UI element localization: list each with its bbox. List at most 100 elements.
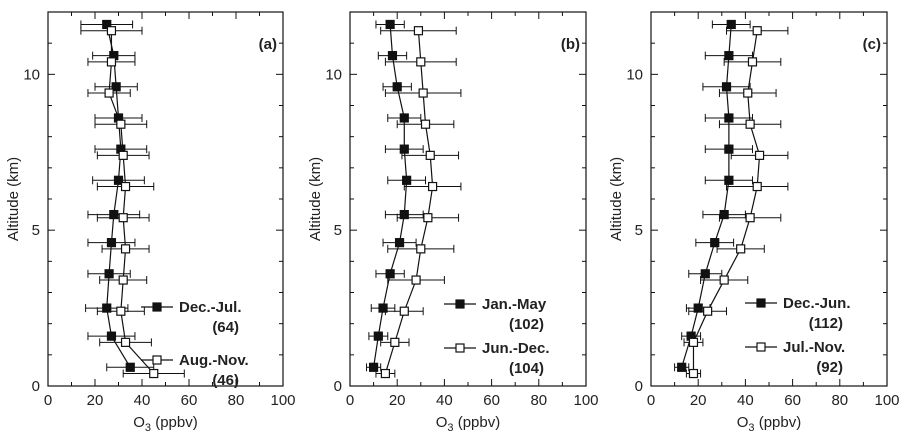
panel-2: 0 20 40 60 80 100 0 5 10 O3 (ppbv) Altitude (km) (b… bbox=[307, 11, 599, 434]
y-tick-label: 0 bbox=[32, 378, 40, 395]
legend-marker bbox=[455, 343, 465, 353]
data-point bbox=[721, 82, 732, 92]
legend-count: (46) bbox=[212, 372, 239, 389]
legend-count: (112) bbox=[809, 315, 843, 332]
data-point bbox=[118, 275, 128, 285]
series-2 bbox=[683, 26, 789, 379]
x-tick-label: 0 bbox=[647, 392, 655, 409]
y-tick-label: 10 bbox=[626, 66, 643, 83]
data-point bbox=[116, 306, 126, 316]
data-point bbox=[743, 88, 753, 98]
legend-entry: Dec.-Jul. (64) bbox=[141, 299, 242, 336]
data-point bbox=[125, 362, 135, 372]
data-point bbox=[703, 306, 713, 316]
data-point bbox=[380, 368, 390, 379]
data-point bbox=[387, 51, 398, 61]
data-point bbox=[724, 113, 734, 123]
plot-frame bbox=[47, 11, 284, 387]
x-tick-label: 60 bbox=[784, 392, 801, 409]
data-point bbox=[102, 303, 112, 313]
data-point bbox=[754, 150, 765, 160]
x-tick-label: 60 bbox=[181, 392, 198, 409]
data-point bbox=[745, 119, 755, 129]
data-point bbox=[102, 19, 112, 30]
x-tick-label: 20 bbox=[690, 392, 707, 409]
data-point bbox=[120, 244, 131, 254]
data-point bbox=[747, 57, 758, 67]
legend-count: (102) bbox=[509, 316, 544, 333]
data-point bbox=[736, 244, 746, 254]
plot-frame bbox=[349, 11, 587, 387]
series-line bbox=[384, 30, 434, 374]
data-point bbox=[116, 119, 126, 129]
x-tick-label: 80 bbox=[228, 392, 245, 409]
series-line bbox=[692, 30, 761, 374]
data-point bbox=[745, 213, 755, 223]
plot-frame bbox=[650, 11, 888, 387]
data-point bbox=[724, 175, 734, 185]
series-1 bbox=[366, 19, 427, 372]
x-axis-title: O3 (ppbv) bbox=[133, 414, 197, 432]
x-tick-label: 40 bbox=[436, 392, 453, 409]
legend-entry: Jan.-May (102) bbox=[444, 296, 547, 333]
x-tick-label: 20 bbox=[87, 392, 104, 409]
y-tick-label: 10 bbox=[23, 66, 40, 83]
x-tick-label: 80 bbox=[530, 392, 547, 409]
panel-label: (c) bbox=[863, 36, 881, 53]
data-point bbox=[378, 303, 388, 313]
data-point bbox=[710, 238, 720, 248]
y-tick-label: 5 bbox=[334, 222, 342, 239]
legend-count: (104) bbox=[509, 360, 544, 377]
series-1 bbox=[80, 19, 155, 372]
panel-3: 0 20 40 60 80 100 0 5 10 O3 (ppbv) Altitude (km) (c… bbox=[608, 11, 900, 434]
legend-label: Aug.-Nov. bbox=[179, 352, 249, 369]
series-line bbox=[108, 30, 155, 374]
data-point bbox=[399, 144, 409, 154]
series-line bbox=[373, 24, 408, 368]
series-1 bbox=[674, 19, 753, 372]
data-point bbox=[385, 19, 395, 30]
data-point bbox=[752, 26, 762, 36]
legend-marker bbox=[152, 355, 162, 365]
data-point bbox=[726, 19, 736, 30]
data-point bbox=[420, 119, 431, 129]
data-point bbox=[719, 209, 729, 220]
data-point bbox=[390, 337, 400, 347]
legend-entry: Dec.-Jun. (112) bbox=[745, 295, 851, 332]
x-axis-title: O3 (ppbv) bbox=[436, 414, 500, 432]
data-point bbox=[724, 51, 734, 61]
x-tick-label: 80 bbox=[831, 392, 848, 409]
data-point bbox=[120, 181, 131, 192]
x-tick-label: 60 bbox=[483, 392, 500, 409]
series-2 bbox=[375, 26, 462, 379]
legend-label: Dec.-Jul. bbox=[179, 299, 242, 316]
y-tick-label: 0 bbox=[334, 378, 342, 395]
data-point bbox=[677, 362, 687, 372]
panel-1: 0 20 40 60 80 100 0 5 10 O3 (ppbv) Altitude (km) (a… bbox=[5, 11, 296, 434]
y-axis-title: Altitude (km) bbox=[307, 157, 324, 241]
legend-label: Jun.-Dec. bbox=[482, 340, 550, 357]
series-line bbox=[106, 24, 131, 368]
panel-label: (a) bbox=[259, 36, 277, 53]
data-point bbox=[418, 88, 428, 98]
legend-label: Jan.-May bbox=[482, 296, 547, 313]
data-point bbox=[118, 213, 128, 223]
data-point bbox=[106, 57, 117, 67]
data-point bbox=[399, 306, 409, 316]
data-point bbox=[120, 337, 131, 347]
data-point bbox=[416, 57, 426, 67]
data-point bbox=[113, 175, 124, 185]
data-point bbox=[111, 82, 121, 92]
data-point bbox=[106, 331, 117, 341]
y-tick-label: 10 bbox=[325, 66, 342, 83]
data-point bbox=[104, 88, 114, 98]
data-point bbox=[394, 238, 405, 248]
data-point bbox=[392, 82, 402, 92]
y-axis-title: Altitude (km) bbox=[608, 157, 625, 241]
data-point bbox=[399, 113, 409, 123]
x-axis-title: O3 (ppbv) bbox=[737, 414, 801, 432]
legend-marker bbox=[756, 342, 766, 352]
legend-label: Dec.-Jun. bbox=[783, 295, 851, 312]
